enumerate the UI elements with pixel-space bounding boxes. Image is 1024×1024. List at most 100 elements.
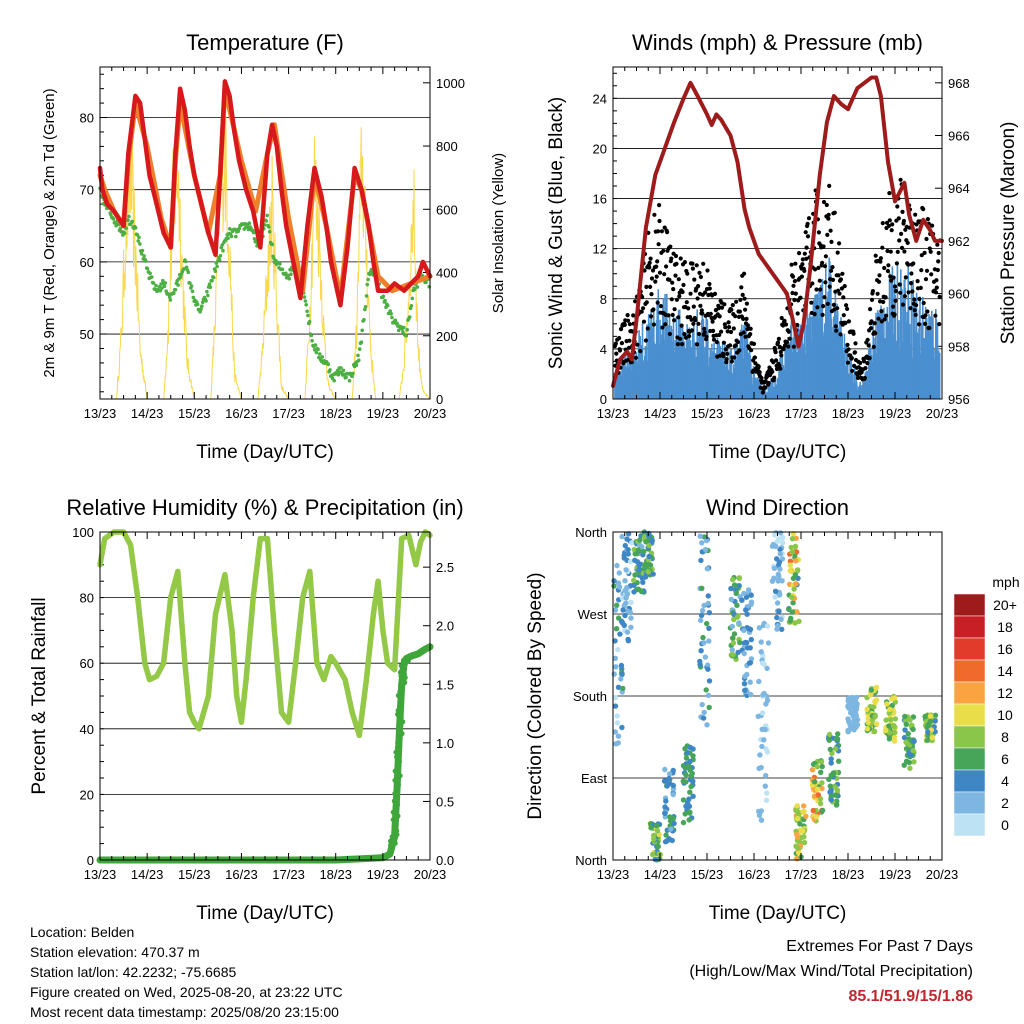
dewpoint-point (208, 285, 213, 290)
y-right-tick-label: 966 (948, 129, 970, 144)
direction-point (791, 586, 797, 592)
dewpoint-point (144, 259, 148, 263)
direction-point (801, 808, 807, 815)
colorbar-swatch (953, 615, 986, 639)
chart-panel-4: North East South West North Wind Direction Tim… (525, 495, 1020, 924)
figure-created: Figure created on Wed, 2025-08-20, at 23… (30, 984, 343, 1000)
direction-point (832, 746, 839, 752)
rain-point (392, 777, 398, 783)
gust-point (842, 284, 847, 289)
gust-point (887, 218, 892, 223)
colorbar-label: 12 (997, 685, 1013, 701)
direction-point (698, 557, 704, 564)
gust-point (862, 375, 868, 381)
gust-point (899, 231, 904, 236)
direction-point (684, 799, 691, 806)
dewpoint-point (228, 227, 232, 231)
gust-point (863, 366, 868, 371)
direction-point (828, 793, 834, 799)
gust-point (723, 347, 728, 352)
direction-point (845, 716, 851, 722)
direction-point (619, 620, 626, 626)
gust-point (638, 349, 643, 354)
gust-point (866, 343, 871, 348)
gust-point (725, 351, 730, 356)
y-tick-label: North (575, 853, 607, 868)
gust-point (686, 306, 691, 311)
y-axis-label-right: Station Pressure (Maroon) (998, 122, 1019, 345)
gust-point (823, 280, 828, 285)
gust-point (900, 302, 906, 307)
gust-point (721, 340, 727, 345)
x-tick-label: 19/23 (367, 406, 400, 421)
gust-point (783, 322, 789, 327)
gust-point (873, 331, 878, 336)
gust-point (813, 267, 818, 272)
gust-point (919, 253, 924, 258)
gust-point (925, 217, 931, 222)
direction-point (699, 585, 705, 591)
gust-point (899, 245, 905, 250)
colorbar-label: 14 (997, 663, 1013, 679)
y-tick-label: 12 (593, 242, 607, 257)
x-tick-label: 14/23 (644, 867, 677, 882)
gust-point (906, 262, 911, 267)
y-tick-label: 24 (593, 91, 607, 106)
gust-point (791, 283, 796, 288)
direction-point (742, 673, 748, 680)
direction-point (774, 556, 780, 562)
gust-point (737, 348, 742, 353)
direction-point (634, 551, 640, 557)
gust-point (635, 342, 640, 347)
gust-point (691, 304, 696, 309)
dewpoint-point (199, 307, 203, 311)
direction-point (687, 767, 693, 773)
gust-point (935, 242, 940, 247)
direction-point (700, 634, 706, 641)
gust-point (742, 296, 747, 301)
x-axis-label: Time (Day/UTC) (196, 442, 334, 463)
colorbar-label: 4 (1001, 773, 1009, 789)
dewpoint-point (350, 374, 354, 379)
dewpoint-point (172, 291, 176, 296)
gust-point (884, 220, 890, 225)
direction-point (891, 734, 898, 740)
direction-point (741, 650, 747, 657)
direction-point (901, 762, 907, 768)
gust-point (865, 337, 870, 342)
colorbar-label: 20+ (993, 597, 1017, 613)
gust-point (731, 326, 736, 331)
gust-point (936, 259, 941, 264)
y-tick-label: 70 (80, 183, 94, 198)
gust-point (668, 244, 673, 249)
direction-point (701, 709, 707, 716)
gust-point (889, 228, 894, 233)
direction-point (627, 558, 634, 565)
gust-point (619, 341, 625, 346)
direction-point (847, 721, 853, 727)
direction-point (891, 738, 898, 744)
direction-point (764, 790, 770, 796)
dewpoint-point (289, 272, 293, 277)
direction-point (902, 713, 908, 720)
y-tick-label: 16 (593, 192, 607, 207)
gust-point (841, 295, 846, 300)
dewpoint-point (136, 239, 140, 243)
x-tick-label: 14/23 (131, 867, 164, 882)
direction-point (772, 594, 778, 600)
x-axis-label: Time (Day/UTC) (709, 903, 847, 924)
direction-point (800, 828, 806, 834)
colorbar-label: 18 (997, 619, 1013, 635)
dewpoint-point (151, 281, 156, 285)
y-right-tick-label: 600 (436, 202, 458, 217)
gust-point (680, 342, 685, 347)
gust-point (673, 273, 678, 278)
gust-point (710, 319, 715, 324)
direction-point (789, 549, 795, 555)
direction-point (628, 624, 634, 630)
y-tick-label: 20 (593, 141, 607, 156)
direction-point (704, 620, 710, 627)
gust-point (793, 261, 798, 266)
gust-point (702, 330, 707, 335)
gust-point (925, 309, 930, 314)
